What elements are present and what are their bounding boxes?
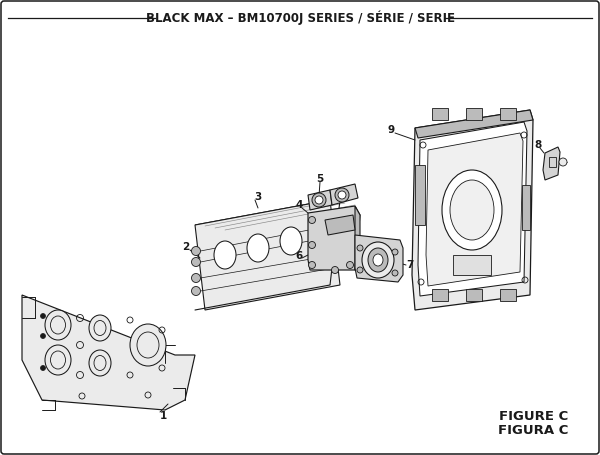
Ellipse shape <box>89 315 111 341</box>
Circle shape <box>41 334 46 339</box>
Ellipse shape <box>45 310 71 340</box>
Ellipse shape <box>311 224 329 248</box>
Ellipse shape <box>214 241 236 269</box>
Ellipse shape <box>247 234 269 262</box>
Circle shape <box>331 267 338 273</box>
Text: 9: 9 <box>388 125 395 135</box>
Circle shape <box>41 365 46 370</box>
Ellipse shape <box>89 350 111 376</box>
Bar <box>432 108 448 120</box>
Ellipse shape <box>373 254 383 266</box>
Polygon shape <box>543 147 560 180</box>
Polygon shape <box>330 200 340 285</box>
Ellipse shape <box>130 324 166 366</box>
Text: 8: 8 <box>535 140 542 150</box>
Text: 6: 6 <box>295 251 302 261</box>
Bar <box>522 185 530 230</box>
Circle shape <box>357 245 363 251</box>
Polygon shape <box>415 110 533 138</box>
Circle shape <box>308 262 316 268</box>
Ellipse shape <box>50 316 65 334</box>
Circle shape <box>308 242 316 248</box>
Ellipse shape <box>442 170 502 250</box>
Circle shape <box>559 158 567 166</box>
Text: FIGURE C: FIGURE C <box>499 410 568 423</box>
Ellipse shape <box>45 345 71 375</box>
Text: 7: 7 <box>406 260 413 270</box>
Circle shape <box>335 188 349 202</box>
Text: 2: 2 <box>182 242 190 252</box>
Circle shape <box>41 313 46 318</box>
Bar <box>500 108 516 120</box>
Bar <box>466 108 482 120</box>
Circle shape <box>392 270 398 276</box>
Circle shape <box>191 247 200 256</box>
Ellipse shape <box>368 248 388 272</box>
Circle shape <box>312 193 326 207</box>
Circle shape <box>191 273 200 283</box>
Polygon shape <box>308 206 360 270</box>
Circle shape <box>357 267 363 273</box>
Bar <box>466 289 482 301</box>
Text: BLACK MAX – BM10700J SERIES / SÉRIE / SERIE: BLACK MAX – BM10700J SERIES / SÉRIE / SE… <box>146 11 455 25</box>
Circle shape <box>392 249 398 255</box>
Ellipse shape <box>94 355 106 370</box>
Polygon shape <box>330 184 358 205</box>
Ellipse shape <box>450 180 494 240</box>
Ellipse shape <box>137 332 159 358</box>
Text: 4: 4 <box>295 200 302 210</box>
Ellipse shape <box>94 320 106 335</box>
Text: 3: 3 <box>254 192 262 202</box>
Polygon shape <box>195 200 340 225</box>
Bar <box>453 255 491 275</box>
Circle shape <box>308 217 316 223</box>
Bar <box>415 165 425 225</box>
Polygon shape <box>418 122 527 296</box>
Polygon shape <box>426 133 523 286</box>
Text: 5: 5 <box>316 174 323 184</box>
Polygon shape <box>412 110 533 310</box>
Circle shape <box>315 196 323 204</box>
Text: 1: 1 <box>160 411 167 421</box>
Polygon shape <box>22 295 195 410</box>
Bar <box>500 289 516 301</box>
Circle shape <box>191 287 200 295</box>
Bar <box>549 157 556 167</box>
Ellipse shape <box>280 227 302 255</box>
Polygon shape <box>308 190 332 210</box>
Circle shape <box>338 191 346 199</box>
Circle shape <box>347 262 353 268</box>
Polygon shape <box>195 200 340 310</box>
Polygon shape <box>325 215 355 235</box>
Polygon shape <box>355 206 360 270</box>
Ellipse shape <box>362 242 394 278</box>
Text: FIGURA C: FIGURA C <box>497 424 568 436</box>
Circle shape <box>191 258 200 267</box>
Ellipse shape <box>50 351 65 369</box>
Polygon shape <box>355 235 403 282</box>
Bar <box>432 289 448 301</box>
